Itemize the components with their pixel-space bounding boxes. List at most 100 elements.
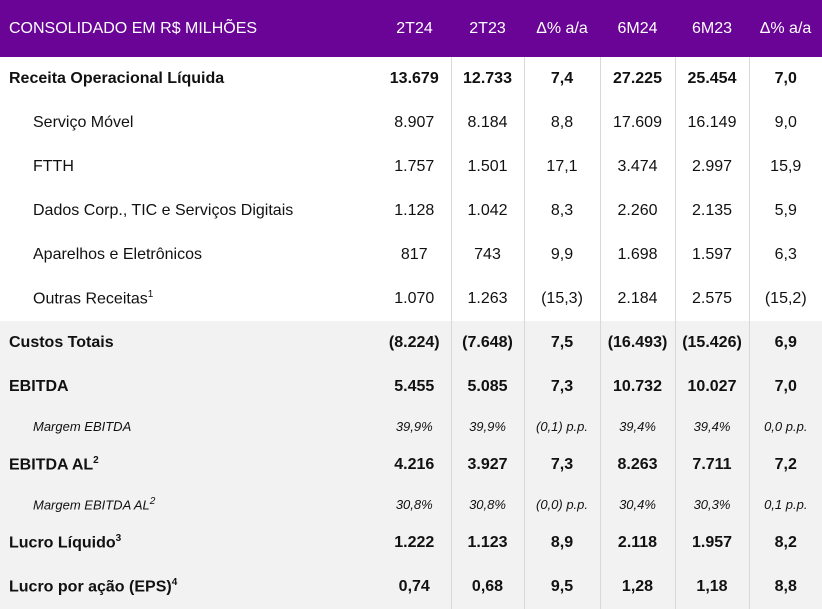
row-label: Lucro por ação (EPS)4 xyxy=(0,565,378,609)
cell-value: 12.733 xyxy=(450,57,524,101)
table-title: CONSOLIDADO EM R$ MILHÕES xyxy=(9,19,258,37)
cell-value: 9,5 xyxy=(523,565,600,609)
row-label-text: Margem EBITDA xyxy=(33,418,132,434)
row-label-text: FTTH xyxy=(33,158,74,175)
row-label-text: EBITDA AL xyxy=(9,456,94,474)
table-row: Margem EBITDA AL2 30,8% 30,8% (0,0) p.p. 30,… xyxy=(0,487,822,521)
cell-value: 0,0 p.p. xyxy=(748,409,822,443)
cell-value: 27.225 xyxy=(599,57,675,101)
row-label: EBITDA AL2 xyxy=(0,443,378,487)
cell-value: 7,3 xyxy=(523,365,600,409)
row-label-text: Serviço Móvel xyxy=(33,114,134,131)
cell-value: 30,8% xyxy=(450,487,524,521)
cell-value: 2.135 xyxy=(674,189,749,233)
cell-value: 39,4% xyxy=(674,409,749,443)
cell-value: 7.711 xyxy=(674,443,749,487)
table-row: Lucro Líquido3 1.222 1.123 8,9 2.118 1.957 8,2 xyxy=(0,521,822,565)
cell-value: 7,3 xyxy=(523,443,600,487)
cell-value: 8,8 xyxy=(748,565,822,609)
cell-value: 30,4% xyxy=(599,487,675,521)
table-row: Serviço Móvel 8.907 8.184 8,8 17.609 16.149 9,… xyxy=(0,101,822,145)
row-label: Aparelhos e Eletrônicos xyxy=(0,233,378,277)
table-row: Dados Corp., TIC e Serviços Digitais 1.12… xyxy=(0,189,822,233)
cell-value: 16.149 xyxy=(674,101,749,145)
column-header: 2T23 xyxy=(469,19,506,37)
cell-value: 8.184 xyxy=(450,101,524,145)
cell-value: 5,9 xyxy=(748,189,822,233)
row-label-text: Lucro Líquido xyxy=(9,534,116,552)
cell-value: 1,18 xyxy=(674,565,749,609)
cell-value: 5.455 xyxy=(394,378,435,395)
cell-value: 1.042 xyxy=(450,189,524,233)
row-label: EBITDA xyxy=(0,365,378,409)
cell-value: 0,1 p.p. xyxy=(748,487,822,521)
cell-value: (8.224) xyxy=(388,334,440,351)
cell-value: 1.123 xyxy=(450,521,524,565)
cell-value: 0,68 xyxy=(450,565,524,609)
table-row: Margem EBITDA 39,9% 39,9% (0,1) p.p. 39,4% 39… xyxy=(0,409,822,443)
cell-value: 2.184 xyxy=(599,277,675,321)
cell-value: (0,1) p.p. xyxy=(523,409,600,443)
cell-value: 10.732 xyxy=(599,365,675,409)
row-label-text: Outras Receitas xyxy=(33,290,148,308)
row-label-text: Receita Operacional Líquida xyxy=(9,70,225,87)
cell-value: 2.997 xyxy=(674,145,749,189)
cell-value: 6,9 xyxy=(748,321,822,365)
row-label-text: Lucro por ação (EPS) xyxy=(9,578,172,596)
cell-value: 8,9 xyxy=(523,521,600,565)
table-row: EBITDA 5.455 5.085 7,3 10.732 10.027 7,0 xyxy=(0,365,822,409)
row-label-text: Dados Corp., TIC e Serviços Digitais xyxy=(33,202,294,219)
cell-value: 743 xyxy=(450,233,524,277)
table-row: Receita Operacional Líquida 13.679 12.733 7… xyxy=(0,57,822,101)
row-label-text: Margem EBITDA AL xyxy=(33,497,150,513)
cell-value: 7,0 xyxy=(748,57,822,101)
footnote-marker: 3 xyxy=(115,533,122,545)
cell-value: 2.575 xyxy=(674,277,749,321)
cell-value: 10.027 xyxy=(674,365,749,409)
footnote-marker: 2 xyxy=(149,495,156,507)
row-label: Lucro Líquido3 xyxy=(0,521,378,565)
cell-value: 1.070 xyxy=(394,290,435,307)
row-label-text: Aparelhos e Eletrônicos xyxy=(33,246,202,263)
cell-value: 0,74 xyxy=(398,578,430,595)
cell-value: (16.493) xyxy=(599,321,675,365)
cell-value: 817 xyxy=(400,246,428,263)
cell-value: 7,4 xyxy=(523,57,600,101)
cell-value: 3.927 xyxy=(450,443,524,487)
cell-value: 1,28 xyxy=(599,565,675,609)
cell-value: 7,0 xyxy=(748,365,822,409)
cell-value: (15,3) xyxy=(523,277,600,321)
cell-value: 17.609 xyxy=(599,101,675,145)
cell-value: 15,9 xyxy=(748,145,822,189)
table-row: Outras Receitas1 1.070 1.263 (15,3) 2.184 2.5… xyxy=(0,277,822,321)
column-header: 2T24 xyxy=(396,19,433,37)
header-row: CONSOLIDADO EM R$ MILHÕES 2T24 2T23 Δ% a/a 6… xyxy=(0,0,822,57)
cell-value: 7,5 xyxy=(523,321,600,365)
cell-value: 4.216 xyxy=(394,456,435,473)
cell-value: 8,2 xyxy=(748,521,822,565)
row-label: Receita Operacional Líquida xyxy=(0,57,378,101)
cell-value: 3.474 xyxy=(599,145,675,189)
row-label: FTTH xyxy=(0,145,378,189)
cell-value: 8,8 xyxy=(523,101,600,145)
table-row: FTTH 1.757 1.501 17,1 3.474 2.997 15,9 xyxy=(0,145,822,189)
row-label: Dados Corp., TIC e Serviços Digitais xyxy=(0,189,378,233)
table-row: Lucro por ação (EPS)4 0,74 0,68 9,5 1,28 1,18… xyxy=(0,565,822,609)
cell-value: 1.757 xyxy=(394,158,435,175)
table-row: EBITDA AL2 4.216 3.927 7,3 8.263 7.711 7,2 xyxy=(0,443,822,487)
cell-value: 1.597 xyxy=(674,233,749,277)
row-label-text: Custos Totais xyxy=(9,334,114,351)
footnote-marker: 4 xyxy=(171,577,178,589)
cell-value: 25.454 xyxy=(674,57,749,101)
row-label: Serviço Móvel xyxy=(0,101,378,145)
cell-value: 1.222 xyxy=(394,534,435,551)
row-label-text: EBITDA xyxy=(9,378,69,395)
cell-value: 9,0 xyxy=(748,101,822,145)
cell-value: 8,3 xyxy=(523,189,600,233)
column-header: Δ% a/a xyxy=(759,19,812,37)
cell-value: (15,2) xyxy=(748,277,822,321)
cell-value: 30,8% xyxy=(395,496,433,512)
table-row: Aparelhos e Eletrônicos 817 743 9,9 1.698 1.5… xyxy=(0,233,822,277)
cell-value: 6,3 xyxy=(748,233,822,277)
